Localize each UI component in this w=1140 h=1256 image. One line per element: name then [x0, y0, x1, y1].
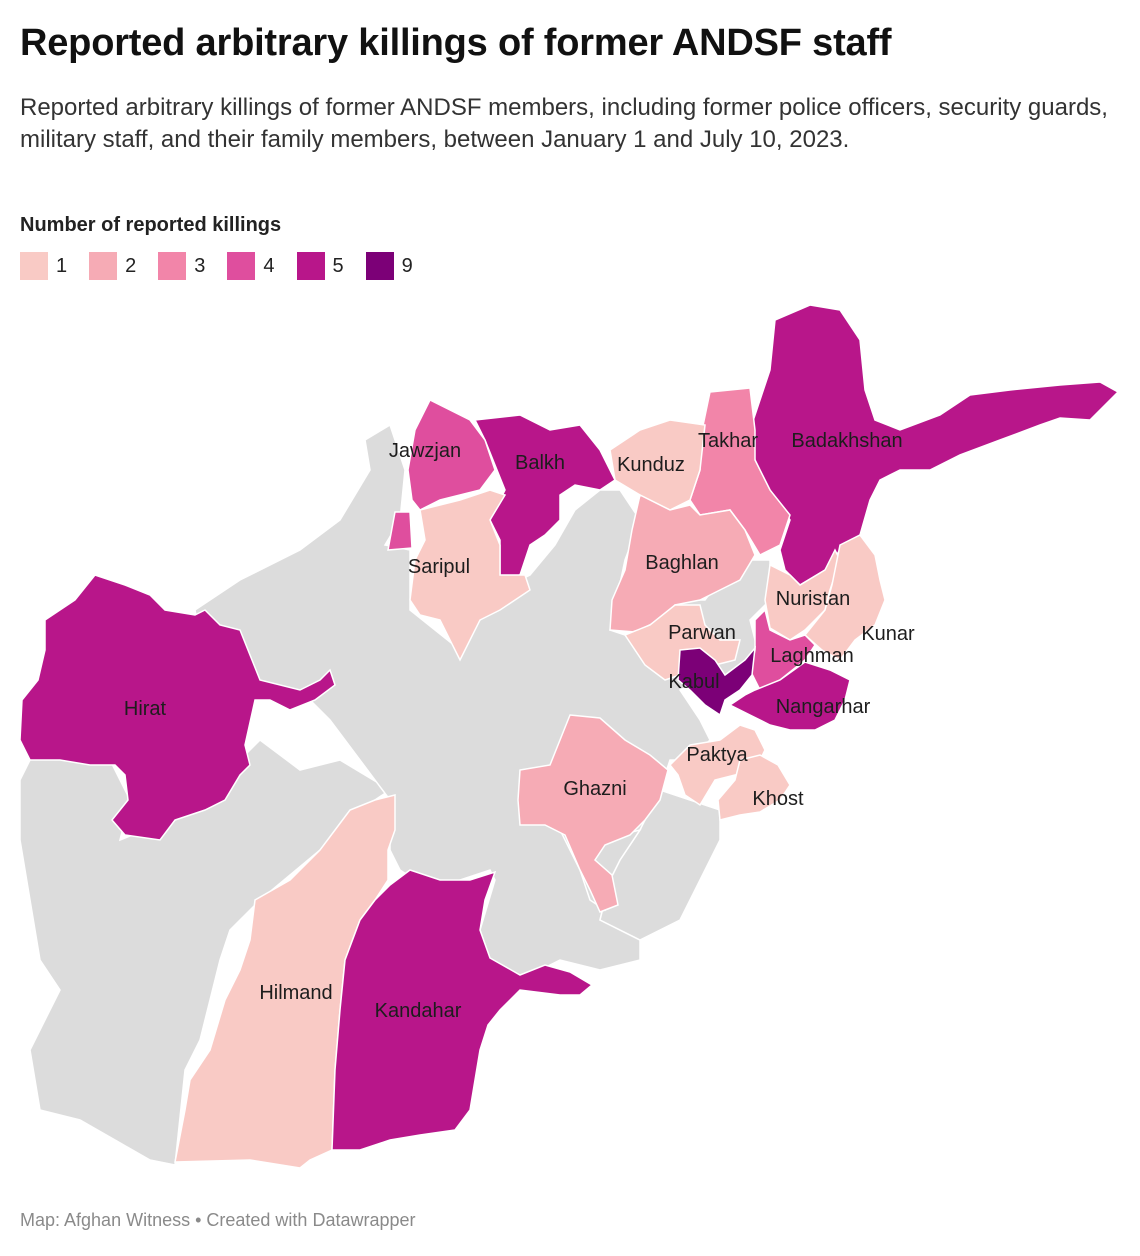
- legend-swatch-9: [365, 252, 394, 280]
- chart-subtitle: Reported arbitrary killings of former AN…: [20, 94, 1108, 153]
- province-jawzjan: [387, 398, 496, 551]
- province-no-data-west: [19, 739, 392, 1166]
- label-takhar: Takhar: [698, 430, 758, 452]
- province-saripul: [409, 489, 531, 662]
- province-kunduz: [609, 419, 706, 511]
- legend-swatch-1: [20, 252, 48, 280]
- province-kandahar: [331, 869, 594, 1151]
- legend-item-3: 3: [158, 252, 205, 280]
- legend-label-3: 3: [194, 254, 206, 277]
- legend-item-5: 5: [296, 252, 344, 280]
- label-parwan: Parwan: [668, 622, 736, 644]
- province-hilmand: [174, 794, 396, 1169]
- legend-label-4: 4: [263, 254, 275, 277]
- label-hirat: Hirat: [124, 698, 167, 720]
- legend-item-1: 1: [20, 252, 67, 280]
- label-nuristan: Nuristan: [776, 588, 850, 610]
- province-khost: [717, 754, 791, 821]
- label-badakhshan: Badakhshan: [791, 430, 902, 452]
- province-baghlan: [609, 493, 756, 633]
- footer-credit: Map: Afghan Witness • Created with Dataw…: [20, 1210, 416, 1230]
- chart-title: Reported arbitrary killings of former AN…: [20, 22, 892, 64]
- legend: 1 2 3 4 5 9: [20, 252, 435, 280]
- label-laghman: Laghman: [770, 645, 853, 667]
- legend-swatch-3: [158, 252, 187, 280]
- legend-title: Number of reported killings: [20, 214, 282, 236]
- legend-swatch-4: [227, 252, 256, 280]
- label-ghazni: Ghazni: [563, 778, 626, 800]
- label-kandahar: Kandahar: [375, 1000, 462, 1022]
- afghanistan-map: Badakhshan Takhar Kunduz Balkh Jawzjan S…: [19, 304, 1120, 1169]
- province-kabul: [677, 645, 757, 717]
- legend-label-2: 2: [125, 254, 137, 277]
- legend-swatch-2: [89, 252, 118, 280]
- legend-label-9: 9: [401, 254, 413, 277]
- label-kabul: Kabul: [668, 671, 719, 693]
- label-paktya: Paktya: [686, 744, 748, 766]
- province-ghazni: [517, 714, 669, 913]
- label-jawzjan: Jawzjan: [389, 440, 461, 462]
- legend-item-9: 9: [365, 252, 413, 280]
- label-nangarhar: Nangarhar: [776, 696, 871, 718]
- province-kunar: [803, 534, 886, 661]
- no-data-provinces: [19, 423, 771, 1166]
- label-kunduz: Kunduz: [617, 454, 685, 476]
- legend-label-1: 1: [56, 254, 68, 277]
- label-hilmand: Hilmand: [259, 982, 332, 1004]
- label-kunar: Kunar: [861, 623, 915, 645]
- label-khost: Khost: [752, 788, 804, 810]
- label-baghlan: Baghlan: [645, 552, 718, 574]
- legend-item-2: 2: [89, 252, 136, 280]
- legend-swatch-5: [296, 252, 325, 280]
- province-hirat: [19, 574, 336, 841]
- legend-label-5: 5: [332, 254, 344, 277]
- label-saripul: Saripul: [408, 556, 470, 578]
- province-nangarhar: [728, 661, 851, 731]
- label-balkh: Balkh: [515, 452, 565, 474]
- province-paktya: [668, 724, 766, 807]
- province-labels: Badakhshan Takhar Kunduz Balkh Jawzjan S…: [124, 430, 915, 1022]
- legend-item-4: 4: [227, 252, 275, 280]
- provinces: [19, 304, 1120, 1169]
